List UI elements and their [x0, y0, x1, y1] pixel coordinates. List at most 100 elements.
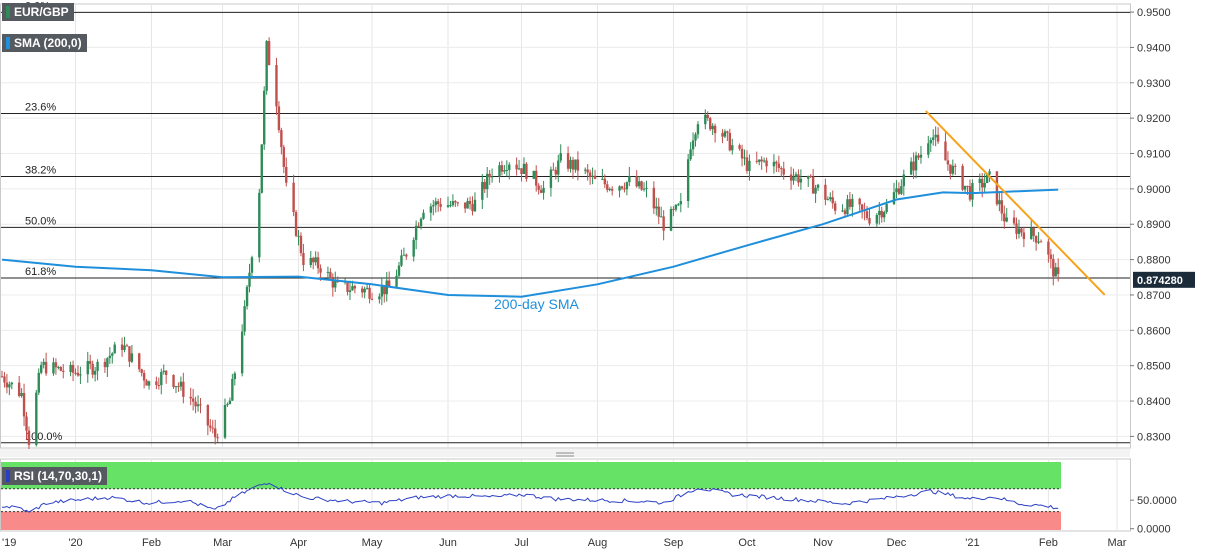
candle-body [858, 198, 861, 205]
candle-body [711, 125, 714, 130]
candle-body [397, 265, 401, 276]
candle-body [363, 288, 366, 293]
candle-body [606, 184, 609, 190]
candle-body [642, 188, 646, 190]
candle-body [91, 363, 94, 375]
candle-body [142, 372, 146, 381]
y-tick-label: 0.9300 [1137, 78, 1171, 90]
candle-body [799, 178, 803, 183]
candle-body [755, 160, 758, 162]
candle-body [966, 185, 969, 187]
candle-body [481, 181, 484, 200]
candle-body [248, 272, 251, 287]
candle-body [772, 161, 776, 167]
candle-body [679, 201, 683, 205]
candle-body [662, 216, 665, 231]
y-tick-label: 0.9200 [1137, 113, 1171, 125]
candle-body [537, 185, 540, 190]
candle-body [689, 149, 692, 160]
candle-body [574, 159, 577, 170]
candle-body [380, 286, 384, 297]
x-tick-label: '19 [2, 537, 16, 549]
candle-body [483, 181, 486, 190]
candle-body [809, 175, 812, 177]
x-tick-label: Oct [738, 537, 755, 549]
candle-body [182, 381, 185, 397]
candle-body [691, 140, 695, 150]
candle-body [726, 131, 729, 133]
candle-body [640, 181, 643, 190]
candle-body [211, 427, 214, 429]
y-tick-label: 0.8800 [1137, 255, 1171, 267]
candle-body [1017, 228, 1021, 234]
candle-body [951, 165, 955, 174]
candle-body [329, 271, 332, 278]
legend-rsi[interactable]: RSI (14,70,30,1) [2, 467, 108, 485]
candle-body [949, 164, 952, 174]
candle-body [25, 416, 28, 431]
candle-body [422, 212, 425, 219]
candle-body [677, 204, 680, 206]
candle-body [1003, 213, 1006, 222]
candle-body [138, 353, 141, 370]
candle-body [57, 367, 60, 369]
fib-level-label: 61.8% [25, 266, 56, 278]
candle-body [123, 345, 126, 350]
candle-body [765, 160, 768, 167]
candle-body [897, 188, 901, 194]
legend-eurgbp[interactable]: EUR/GBP [2, 3, 74, 21]
candle-body [471, 204, 474, 212]
candle-body [696, 124, 700, 135]
candle-body [429, 206, 433, 213]
candle-body [826, 199, 830, 201]
y-tick-label: 0.8600 [1137, 325, 1171, 337]
candle-body [312, 258, 315, 263]
candle-body [549, 169, 553, 188]
candle-body [292, 182, 295, 213]
candle-body [552, 169, 555, 171]
candle-body [113, 344, 116, 354]
candle-body [213, 428, 217, 438]
candle-body [216, 437, 219, 439]
candle-body [927, 143, 930, 155]
candle-body [400, 255, 403, 266]
candle-body [265, 41, 268, 91]
candle-body [111, 353, 114, 356]
rsi-y-tick-label: 0.0000 [1137, 524, 1171, 536]
candle-body [223, 405, 227, 438]
candle-body [780, 168, 783, 170]
candle-body [500, 165, 504, 172]
candle-body [775, 161, 778, 164]
candle-body [659, 216, 663, 218]
candle-body [108, 355, 112, 359]
rsi-line [1, 482, 1059, 513]
candle-body [557, 160, 560, 175]
candle-body [370, 298, 374, 300]
candle-body [807, 175, 810, 179]
candle-body [282, 147, 286, 167]
y-tick-label: 0.9400 [1137, 42, 1171, 54]
candle-body [378, 296, 381, 300]
candle-body [961, 165, 964, 190]
candle-body [777, 163, 781, 169]
candle-body [326, 271, 330, 273]
rsi-overbought-band [1, 462, 1061, 489]
candle-body [454, 201, 457, 203]
sma-200-line [1, 188, 1059, 298]
candle-body [674, 204, 678, 210]
candle-body [1030, 227, 1033, 240]
candles-group [0, 37, 1060, 451]
candle-body [243, 306, 246, 332]
candle-body [789, 174, 793, 181]
x-tick-label: Nov [813, 537, 833, 549]
candle-body [196, 404, 200, 407]
candle-body [106, 358, 109, 368]
x-tick-label: '20 [68, 537, 82, 549]
legend-sma[interactable]: SMA (200,0) [2, 34, 87, 52]
x-tick-label: Mar [1108, 537, 1127, 549]
candle-body [978, 178, 981, 184]
candle-body [623, 188, 626, 190]
candle-body [569, 159, 572, 169]
candle-body [3, 376, 6, 383]
